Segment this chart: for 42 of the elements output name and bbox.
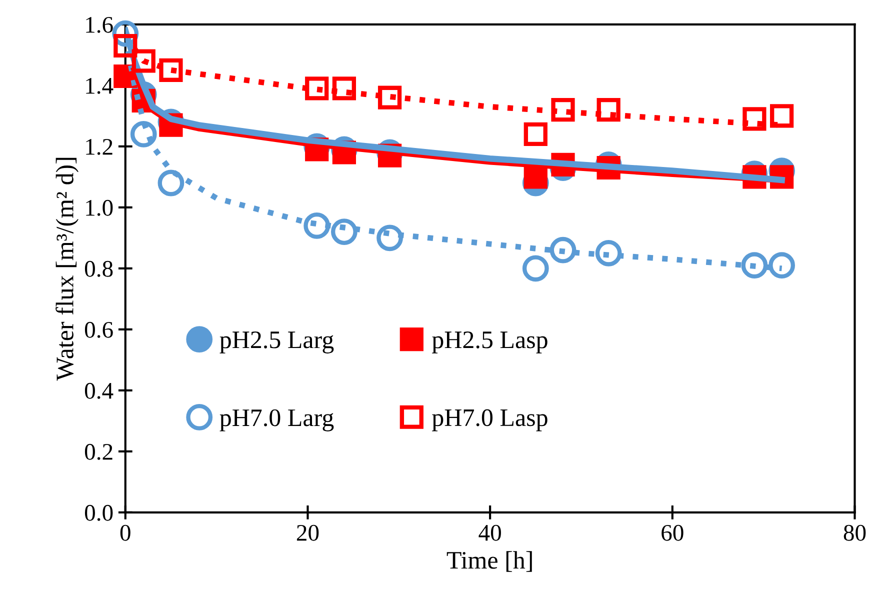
legend-label: pH7.0 Lasp	[432, 409, 548, 432]
y-tick-label: 1.2	[86, 138, 112, 155]
y-tick-label: 0.8	[84, 260, 113, 277]
point	[305, 76, 329, 100]
point	[522, 255, 549, 282]
point	[770, 104, 794, 128]
x-tick-label: 40	[478, 524, 501, 541]
y-axis-title: Water flux [m³/(m² d)]	[56, 158, 79, 381]
point	[550, 236, 576, 264]
y-tick-label: 1.0	[86, 200, 113, 216]
point	[741, 252, 768, 279]
point	[378, 86, 402, 110]
point	[595, 240, 622, 266]
x-tick-label: 80	[844, 524, 866, 541]
x-tick-label: 0	[120, 524, 130, 541]
y-tick-label: 1.4	[86, 78, 114, 94]
point	[130, 121, 157, 148]
point	[768, 252, 796, 279]
x-tick-label: 20	[296, 524, 319, 541]
point	[524, 122, 548, 146]
point	[114, 34, 138, 58]
y-tick-label: 0.2	[84, 444, 112, 460]
point	[596, 98, 620, 122]
point	[376, 224, 403, 252]
legend-label: pH7.0 Larg	[220, 409, 334, 432]
point	[304, 212, 330, 239]
y-tick-label: 0.0	[84, 504, 113, 521]
legend-label: pH2.5 Lasp	[432, 331, 548, 354]
point	[524, 165, 548, 189]
y-tick-label: 0.6	[84, 322, 113, 338]
point	[742, 107, 766, 131]
y-tick-label: 1.6	[86, 16, 113, 33]
x-axis-title: Time [h]	[446, 551, 532, 572]
x-tick-label: 60	[662, 524, 684, 541]
point	[330, 218, 358, 245]
point	[158, 170, 184, 196]
point	[332, 76, 356, 100]
point	[551, 98, 575, 122]
point	[132, 49, 156, 73]
point	[159, 58, 183, 82]
y-tick-label: 0.4	[84, 382, 114, 399]
legend-label: pH2.5 Larg	[220, 331, 334, 354]
